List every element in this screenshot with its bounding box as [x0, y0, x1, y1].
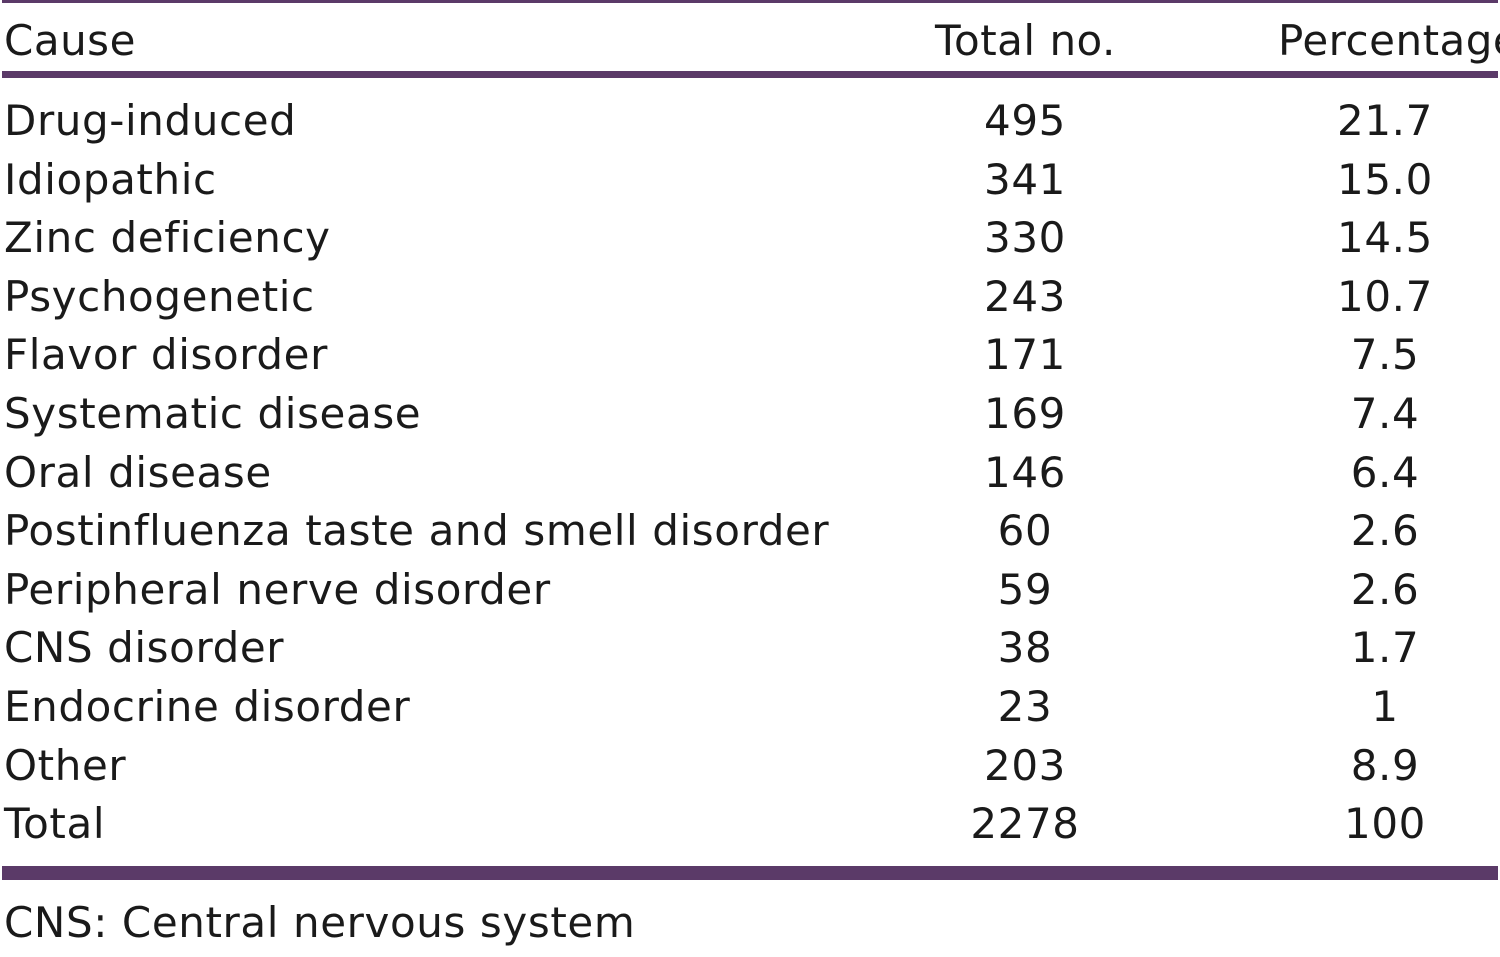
- table-row: Endocrine disorder 23 1: [0, 678, 1500, 737]
- percentage-cell: 14.5: [1337, 213, 1433, 263]
- cause-cell: Total: [4, 799, 106, 849]
- table-top-rule: [2, 0, 1498, 3]
- total-cell: 330: [984, 213, 1066, 263]
- table-row: Drug-induced 495 21.7: [0, 92, 1500, 151]
- table-row: Postinfluenza taste and smell disorder 6…: [0, 502, 1500, 561]
- percentage-cell: 8.9: [1350, 740, 1420, 790]
- percentage-cell: 2.6: [1350, 506, 1420, 556]
- total-cell: 59: [997, 564, 1053, 614]
- cause-cell: Idiopathic: [4, 154, 217, 204]
- total-cell: 171: [984, 330, 1066, 380]
- table-row: Idiopathic 341 15.0: [0, 151, 1500, 210]
- cause-cell: CNS disorder: [4, 623, 285, 673]
- table-row: Zinc deficiency 330 14.5: [0, 209, 1500, 268]
- cause-cell: Peripheral nerve disorder: [4, 564, 551, 614]
- table-row-total: Total 2278 100: [0, 795, 1500, 854]
- table-row: Other 203 8.9: [0, 737, 1500, 796]
- cause-cell: Other: [4, 740, 127, 790]
- table-row: Peripheral nerve disorder 59 2.6: [0, 561, 1500, 620]
- total-cell: 38: [997, 623, 1053, 673]
- percentage-cell: 15.0: [1337, 154, 1433, 204]
- cause-cell: Endocrine disorder: [4, 681, 411, 731]
- table-row: CNS disorder 38 1.7: [0, 619, 1500, 678]
- table-bottom-rule: [2, 866, 1498, 880]
- percentage-cell: 6.4: [1350, 447, 1420, 497]
- total-cell: 169: [984, 388, 1066, 438]
- table-row: Flavor disorder 171 7.5: [0, 326, 1500, 385]
- percentage-cell: 100: [1344, 799, 1426, 849]
- header-total-no: Total no.: [935, 16, 1116, 65]
- cause-cell: Systematic disease: [4, 388, 422, 438]
- percentage-cell: 1: [1371, 681, 1399, 731]
- total-cell: 146: [984, 447, 1066, 497]
- table-footnote: CNS: Central nervous system: [4, 898, 636, 947]
- percentage-cell: 7.4: [1350, 388, 1420, 438]
- table-row: Systematic disease 169 7.4: [0, 385, 1500, 444]
- total-cell: 243: [984, 271, 1066, 321]
- cause-cell: Postinfluenza taste and smell disorder: [4, 506, 830, 556]
- percentage-cell: 7.5: [1350, 330, 1420, 380]
- cause-cell: Oral disease: [4, 447, 272, 497]
- total-cell: 203: [984, 740, 1066, 790]
- percentage-cell: 1.7: [1350, 623, 1420, 673]
- cause-cell: Flavor disorder: [4, 330, 328, 380]
- total-cell: 341: [984, 154, 1066, 204]
- table-body: Drug-induced 495 21.7 Idiopathic 341 15.…: [0, 92, 1500, 854]
- total-cell: 23: [997, 681, 1053, 731]
- table-row: Oral disease 146 6.4: [0, 444, 1500, 503]
- table-row: Psychogenetic 243 10.7: [0, 268, 1500, 327]
- total-cell: 495: [984, 96, 1066, 145]
- cause-cell: Zinc deficiency: [4, 213, 331, 263]
- cause-cell: Psychogenetic: [4, 271, 315, 321]
- total-cell: 2278: [970, 799, 1080, 849]
- header-rule: [2, 71, 1498, 78]
- percentage-cell: 21.7: [1337, 96, 1433, 145]
- percentage-cell: 10.7: [1337, 271, 1433, 321]
- header-cause: Cause: [4, 16, 136, 65]
- cause-cell: Drug-induced: [4, 96, 297, 145]
- percentage-cell: 2.6: [1350, 564, 1420, 614]
- total-cell: 60: [997, 506, 1053, 556]
- header-percentage: Percentage: [1278, 16, 1500, 65]
